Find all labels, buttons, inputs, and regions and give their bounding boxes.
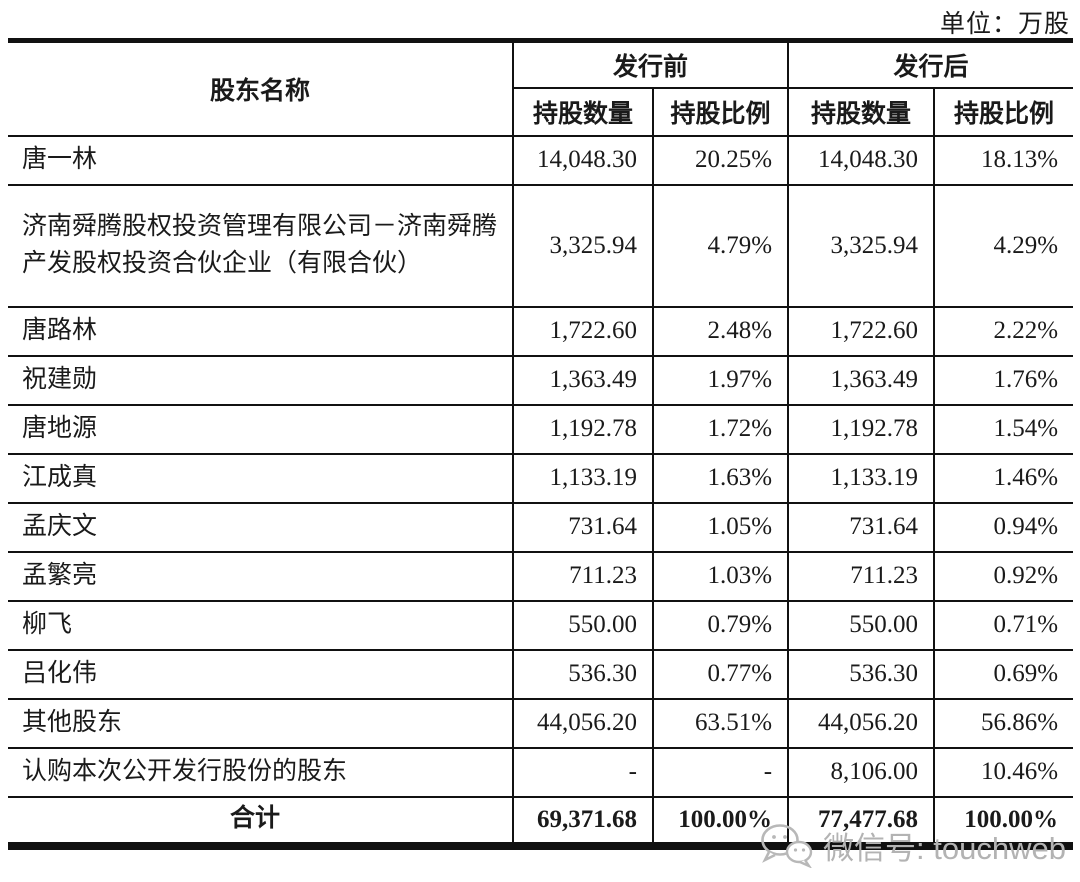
watermark-text: 微信号: touchweb	[823, 830, 1066, 866]
shareholder-name-cell: 孟繁亮	[8, 550, 514, 602]
table-row: 唐路林 1,722.60 2.48% 1,722.60 2.22%	[8, 305, 1074, 357]
pre-qty-cell: 731.64	[512, 501, 654, 553]
total-post-qty-cell: 77,477.68	[787, 795, 936, 847]
pre-qty-cell: 1,192.78	[512, 403, 654, 455]
table-row: 唐一林 14,048.30 20.25% 14,048.30 18.13%	[8, 134, 1074, 186]
post-ratio-cell: 0.69%	[933, 648, 1074, 700]
total-post-ratio-cell: 100.00%	[933, 795, 1074, 847]
post-ratio-cell: 4.29%	[933, 183, 1074, 308]
post-qty-cell: 8,106.00	[787, 746, 936, 798]
shareholder-table: 股东名称 发行前 发行后 持股数量 持股比例 持股数量 持股比例 唐一林 14,…	[8, 38, 1074, 850]
shareholder-name-cell: 济南舜腾股权投资管理有限公司－济南舜腾产发股权投资合伙企业（有限合伙）	[8, 183, 514, 308]
shareholder-name-cell: 江成真	[8, 452, 514, 504]
total-row: 合计 69,371.68 100.00% 77,477.68 100.00%	[8, 795, 1074, 847]
post-qty-cell: 1,192.78	[787, 403, 936, 455]
post-qty-cell: 711.23	[787, 550, 936, 602]
table-row: 其他股东 44,056.20 63.51% 44,056.20 56.86%	[8, 697, 1074, 749]
total-pre-qty-cell: 69,371.68	[512, 795, 654, 847]
watermark: 微信号: touchweb	[759, 822, 1066, 868]
unit-label: 单位：万股	[939, 11, 1070, 38]
header-pre-ratio: 持股比例	[651, 86, 790, 137]
header-pre-issue: 发行前	[511, 39, 790, 89]
table-row: 吕化伟 536.30 0.77% 536.30 0.69%	[8, 648, 1074, 700]
pre-qty-cell: 536.30	[512, 648, 654, 700]
post-qty-cell: 536.30	[787, 648, 936, 700]
pre-qty-cell: 14,048.30	[512, 134, 654, 186]
pre-ratio-cell: 2.48%	[651, 305, 790, 357]
shareholder-name-cell: 认购本次公开发行股份的股东	[8, 746, 514, 798]
pre-qty-cell: 1,363.49	[512, 354, 654, 406]
shareholder-name-cell: 吕化伟	[8, 648, 514, 700]
pre-ratio-cell: 0.79%	[651, 599, 790, 651]
post-qty-cell: 1,363.49	[787, 354, 936, 406]
post-qty-cell: 44,056.20	[787, 697, 936, 749]
post-ratio-cell: 56.86%	[933, 697, 1074, 749]
post-qty-cell: 1,133.19	[787, 452, 936, 504]
table-row: 祝建勋 1,363.49 1.97% 1,363.49 1.76%	[8, 354, 1074, 406]
post-ratio-cell: 2.22%	[933, 305, 1074, 357]
post-qty-cell: 14,048.30	[787, 134, 936, 186]
shareholder-name-cell: 孟庆文	[8, 501, 514, 553]
pre-ratio-cell: 0.77%	[651, 648, 790, 700]
pre-qty-cell: 550.00	[512, 599, 654, 651]
post-ratio-cell: 0.94%	[933, 501, 1074, 553]
post-ratio-cell: 10.46%	[933, 746, 1074, 798]
pre-ratio-cell: -	[651, 746, 790, 798]
pre-qty-cell: 3,325.94	[512, 183, 654, 308]
pre-qty-cell: 44,056.20	[512, 697, 654, 749]
header-post-issue: 发行后	[787, 39, 1074, 89]
header-row-groups: 股东名称 发行前 发行后	[8, 39, 1074, 137]
shareholder-name-cell: 唐地源	[8, 403, 514, 455]
pre-ratio-cell: 1.63%	[651, 452, 790, 504]
pre-qty-cell: 1,722.60	[512, 305, 654, 357]
pre-ratio-cell: 1.72%	[651, 403, 790, 455]
shareholder-name-cell: 祝建勋	[8, 354, 514, 406]
pre-qty-cell: -	[512, 746, 654, 798]
header-pre-qty: 持股数量	[513, 86, 654, 137]
pre-ratio-cell: 63.51%	[651, 697, 790, 749]
table-row: 江成真 1,133.19 1.63% 1,133.19 1.46%	[8, 452, 1074, 504]
table-row: 唐地源 1,192.78 1.72% 1,192.78 1.54%	[8, 403, 1074, 455]
pre-ratio-cell: 1.05%	[651, 501, 790, 553]
shareholder-name-cell: 唐一林	[8, 134, 514, 186]
table-row: 柳飞 550.00 0.79% 550.00 0.71%	[8, 599, 1074, 651]
pre-ratio-cell: 4.79%	[651, 183, 790, 308]
post-qty-cell: 3,325.94	[787, 183, 936, 308]
post-ratio-cell: 0.92%	[933, 550, 1074, 602]
header-row-sub: 持股数量 持股比例 持股数量 持股比例	[8, 86, 1074, 137]
pre-qty-cell: 1,133.19	[512, 452, 654, 504]
pre-ratio-cell: 20.25%	[651, 134, 790, 186]
header-post-qty: 持股数量	[787, 86, 936, 137]
table-row: 认购本次公开发行股份的股东 - - 8,106.00 10.46%	[8, 746, 1074, 798]
post-ratio-cell: 0.71%	[933, 599, 1074, 651]
total-label-cell: 合计	[8, 795, 514, 847]
table-row: 济南舜腾股权投资管理有限公司－济南舜腾产发股权投资合伙企业（有限合伙） 3,32…	[8, 183, 1074, 308]
post-qty-cell: 731.64	[787, 501, 936, 553]
pre-ratio-cell: 1.97%	[651, 354, 790, 406]
wechat-icon	[761, 824, 813, 868]
post-ratio-cell: 1.76%	[933, 354, 1074, 406]
shareholder-name-cell: 唐路林	[8, 305, 514, 357]
total-pre-ratio-cell: 100.00%	[651, 795, 790, 847]
shareholder-name-cell: 其他股东	[8, 697, 514, 749]
post-ratio-cell: 1.46%	[933, 452, 1074, 504]
pre-qty-cell: 711.23	[512, 550, 654, 602]
post-ratio-cell: 18.13%	[933, 134, 1074, 186]
table-row: 孟繁亮 711.23 1.03% 711.23 0.92%	[8, 550, 1074, 602]
post-qty-cell: 550.00	[787, 599, 936, 651]
pre-ratio-cell: 1.03%	[651, 550, 790, 602]
header-shareholder-name: 股东名称	[8, 39, 514, 137]
post-ratio-cell: 1.54%	[933, 403, 1074, 455]
header-post-ratio: 持股比例	[933, 86, 1074, 137]
table-row: 孟庆文 731.64 1.05% 731.64 0.94%	[8, 501, 1074, 553]
shareholder-name-cell: 柳飞	[8, 599, 514, 651]
post-qty-cell: 1,722.60	[787, 305, 936, 357]
